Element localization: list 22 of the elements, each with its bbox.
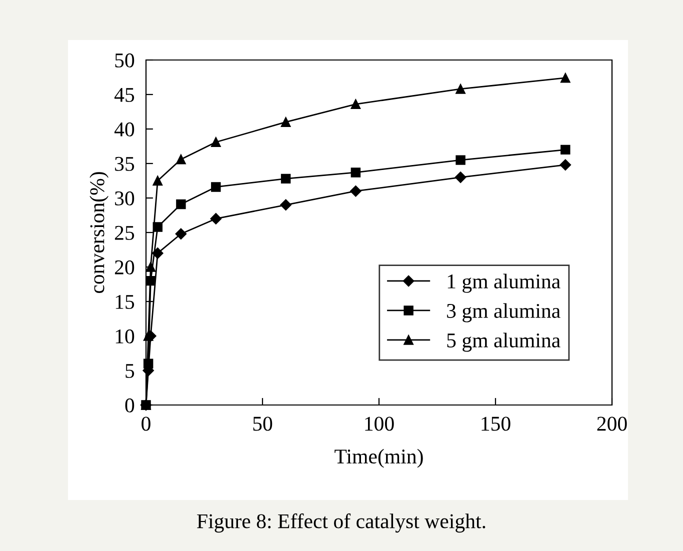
- y-tick-label: 50: [115, 53, 134, 68]
- y-tick-label: 25: [114, 226, 134, 240]
- y-tick-label: 45: [114, 88, 134, 102]
- legend-label: 3 gm alumina: [447, 303, 560, 322]
- y-tick-label: 15: [116, 294, 134, 309]
- y-axis-title: conversion(%): [90, 172, 108, 294]
- y-tick-label: 40: [114, 122, 134, 136]
- legend-label: 1 gm alumina: [448, 274, 560, 293]
- x-axis-title: Time(min): [334, 448, 423, 468]
- y-tick-label: 10: [116, 329, 134, 344]
- caption: Figure 8: Effect of catalyst weight.: [197, 513, 486, 533]
- y-tick-label: 35: [115, 156, 134, 171]
- x-tick-label: 150: [482, 416, 510, 431]
- legend-label: 5 gm alumina: [447, 332, 560, 352]
- y-tick-label: 20: [114, 260, 134, 274]
- x-tick-label: 50: [253, 416, 272, 431]
- y-tick-label: 5: [126, 364, 134, 378]
- y-tick-label: 0: [125, 398, 134, 412]
- x-tick-label: 200: [597, 416, 627, 431]
- x-tick-label: 0: [142, 416, 150, 431]
- x-tick-label: 100: [365, 416, 394, 431]
- y-tick-label: 30: [115, 191, 134, 206]
